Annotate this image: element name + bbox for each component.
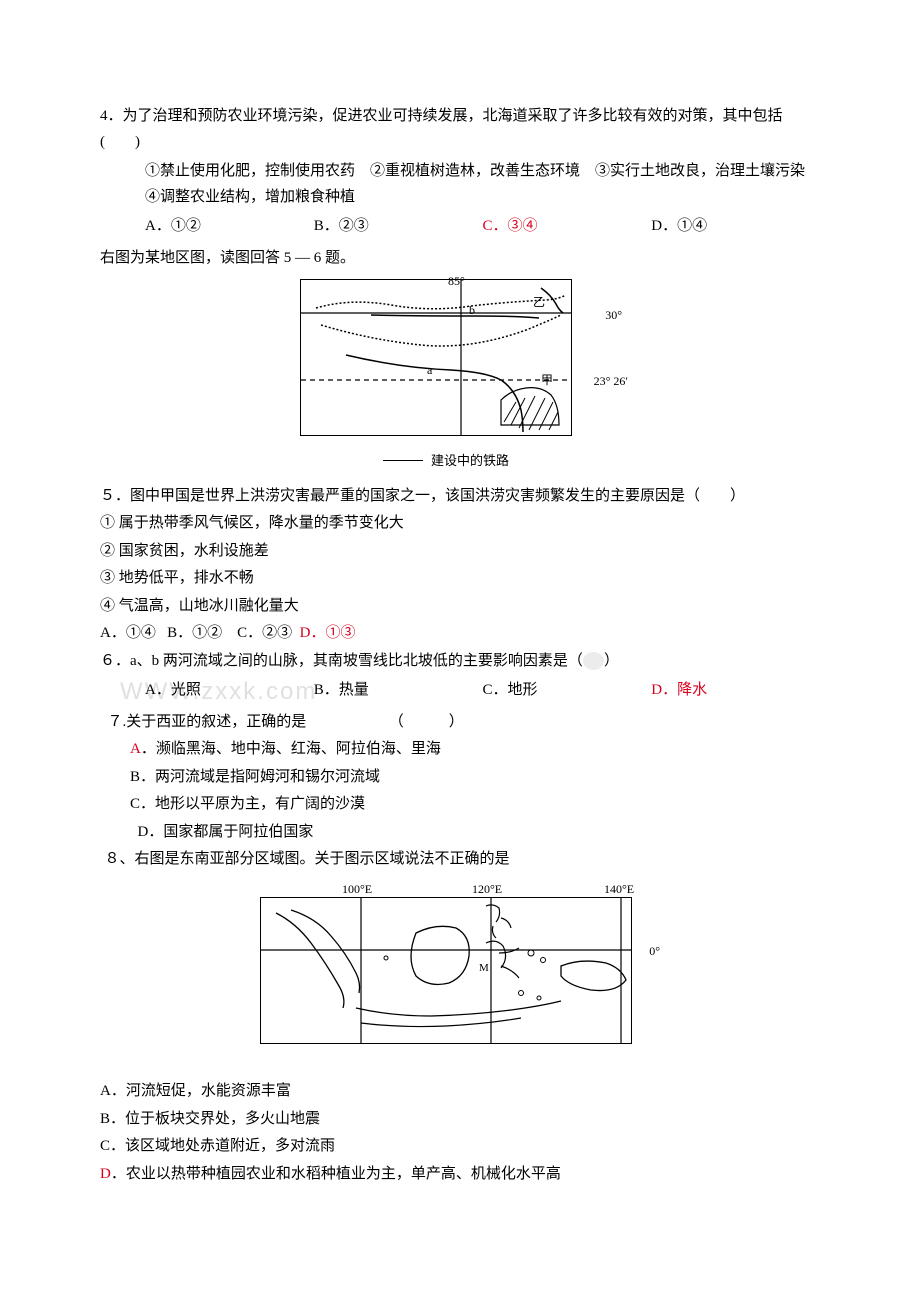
fig2-lat0: 0° bbox=[649, 941, 660, 961]
q5-li2: ② 国家贫困，水利设施差 bbox=[100, 539, 820, 565]
q8-opt-c[interactable]: C．该区域地处赤道附近，多对流雨 bbox=[100, 1134, 820, 1160]
q5-li1: ① 属于热带季风气候区，降水量的季节变化大 bbox=[100, 511, 820, 537]
bubble-icon bbox=[583, 652, 604, 670]
q8-stem: ８、右图是东南亚部分区域图。关于图示区域说法不正确的是 bbox=[100, 847, 820, 873]
q8-opt-d[interactable]: D．农业以热带种植园农业和水稻种植业为主，单产高、机械化水平高 bbox=[100, 1162, 820, 1188]
q4-opt-c[interactable]: C．③④ bbox=[483, 214, 652, 240]
figure-1: a b 乙 甲 bbox=[300, 279, 572, 436]
fig1-lat-top: 30° bbox=[605, 305, 622, 325]
q4-options: A．①② B．②③ C．③④ D．①④ bbox=[100, 214, 820, 240]
q4-substatements: ①禁止使用化肥，控制使用农药 ②重视植树造林，改善生态环境 ③实行土地改良，治理… bbox=[100, 159, 820, 210]
fig1-legend: 建设中的铁路 bbox=[320, 450, 572, 472]
q5-opt-b[interactable]: B．①② bbox=[167, 625, 222, 641]
q4-opt-d[interactable]: D．①④ bbox=[651, 214, 820, 240]
q6-stem-post: ） bbox=[604, 653, 619, 669]
q6-stem-pre: ６．a、b 两河流域之间的山脉，其南坡雪线比北坡低的主要影响因素是（ bbox=[100, 653, 583, 669]
figure-2-wrap: 100°E 120°E 140°E 0° bbox=[100, 879, 820, 1058]
q7-opt-a[interactable]: A．濒临黑海、地中海、红海、阿拉伯海、里海 bbox=[100, 737, 820, 763]
q4-stem: 4．为了治理和预防农业环境污染，促进农业可持续发展，北海道采取了许多比较有效的对… bbox=[100, 104, 820, 155]
q7-a-text: ．濒临黑海、地中海、红海、阿拉伯海、里海 bbox=[141, 741, 441, 757]
q6-stem: ６．a、b 两河流域之间的山脉，其南坡雪线比北坡低的主要影响因素是（ ） bbox=[100, 649, 820, 675]
figure-1-wrap: 85° 30° 23° 26′ bbox=[100, 277, 820, 474]
fig1-label-a: a bbox=[427, 360, 432, 380]
q4-opt-b[interactable]: B．②③ bbox=[314, 214, 483, 240]
fig1-lat-bot: 23° 26′ bbox=[594, 371, 628, 391]
q6-options: WWW.zxxk.com A．光照 B．热量 C．地形 D．降水 bbox=[100, 678, 820, 704]
q5-opt-c[interactable]: C．②③ bbox=[237, 625, 292, 641]
figure-2: M bbox=[260, 897, 632, 1044]
q8-opt-b[interactable]: B．位于板块交界处，多火山地震 bbox=[100, 1107, 820, 1133]
q5-stem: ５．图中甲国是世界上洪涝灾害最严重的国家之一，该国洪涝灾害频繁发生的主要原因是（… bbox=[100, 484, 820, 510]
lead-5-6: 右图为某地区图，读图回答 5 — 6 题。 bbox=[100, 246, 820, 272]
q6-opt-d[interactable]: D．降水 bbox=[651, 678, 820, 704]
fig1-label-yi: 乙 bbox=[533, 292, 545, 312]
q8-opt-a[interactable]: A．河流短促，水能资源丰富 bbox=[100, 1079, 820, 1105]
q7-opt-b[interactable]: B．两河流域是指阿姆河和锡尔河流域 bbox=[100, 765, 820, 791]
fig1-legend-text: 建设中的铁路 bbox=[431, 450, 509, 472]
q4-opt-a[interactable]: A．①② bbox=[145, 214, 314, 240]
q6-opt-a[interactable]: A．光照 bbox=[145, 678, 314, 704]
fig1-label-b: b bbox=[469, 300, 475, 320]
q7-stem: ７.关于西亚的叙述，正确的是 （ ） bbox=[100, 710, 820, 736]
q6-opt-b[interactable]: B．热量 bbox=[314, 678, 483, 704]
q7-a-prefix: A bbox=[130, 741, 141, 757]
svg-text:M: M bbox=[479, 962, 489, 974]
q8-d-prefix: D bbox=[100, 1166, 111, 1182]
q6-opt-c[interactable]: C．地形 bbox=[483, 678, 652, 704]
q7-opt-d[interactable]: D．国家都属于阿拉伯国家 bbox=[100, 820, 820, 846]
legend-line-icon bbox=[383, 460, 423, 461]
fig1-label-jia: 甲 bbox=[541, 370, 553, 390]
q5-opt-d[interactable]: D．①③ bbox=[300, 625, 356, 641]
q5-opt-a[interactable]: A．①④ bbox=[100, 625, 156, 641]
q5-options: A．①④ B．①② C．②③ D．①③ bbox=[100, 621, 820, 647]
q5-li3: ③ 地势低平，排水不畅 bbox=[100, 566, 820, 592]
q5-li4: ④ 气温高，山地冰川融化量大 bbox=[100, 594, 820, 620]
q8-d-text: ．农业以热带种植园农业和水稻种植业为主，单产高、机械化水平高 bbox=[111, 1166, 561, 1182]
q7-opt-c[interactable]: C．地形以平原为主，有广阔的沙漠 bbox=[100, 792, 820, 818]
